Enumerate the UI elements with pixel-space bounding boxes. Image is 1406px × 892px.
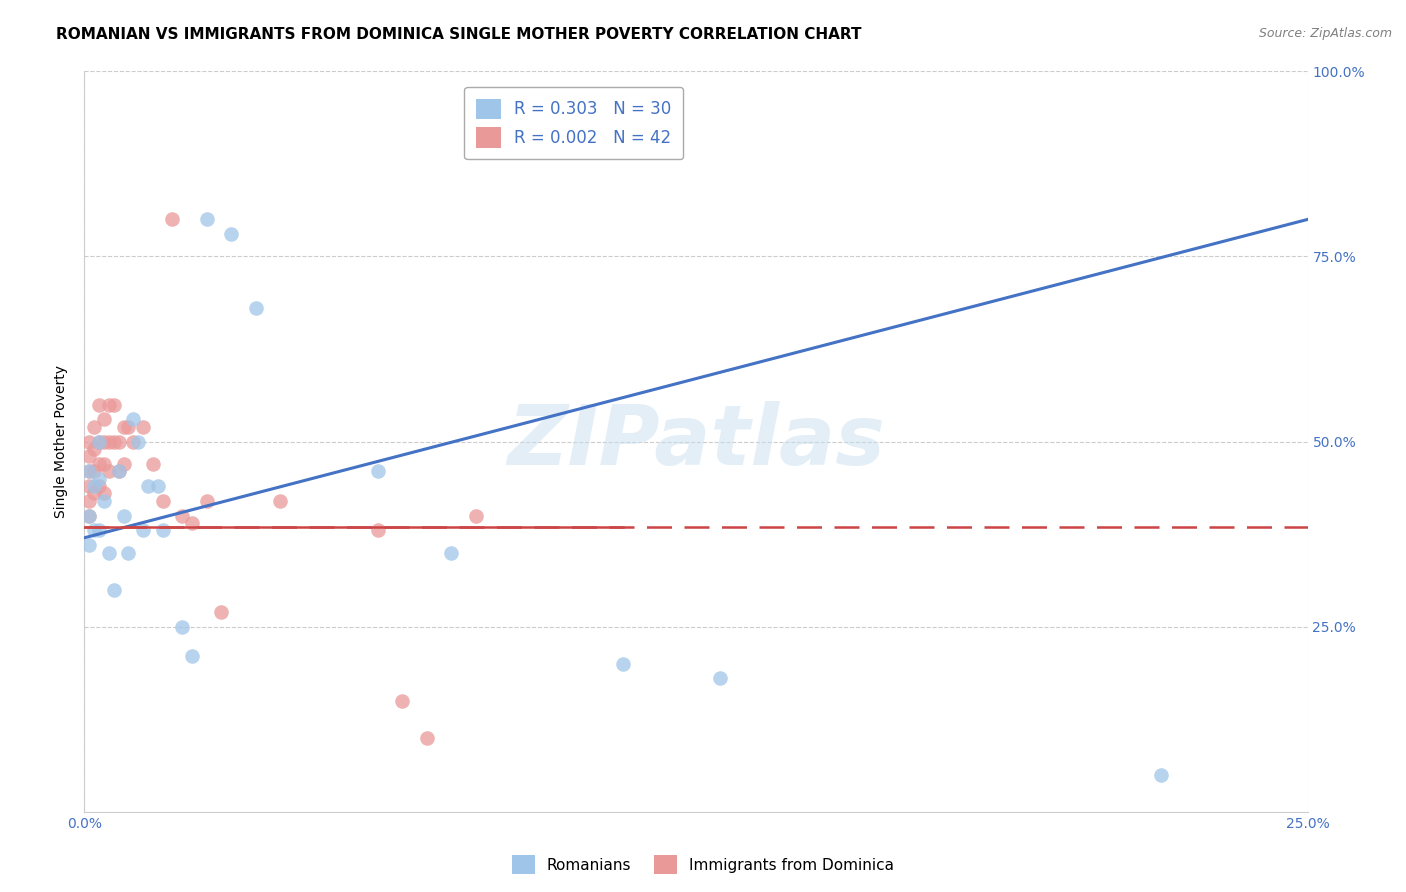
Y-axis label: Single Mother Poverty: Single Mother Poverty	[55, 365, 69, 518]
Point	[112, 508, 135, 523]
Point	[152, 493, 174, 508]
Point	[93, 493, 115, 508]
Point	[77, 538, 100, 552]
Point	[103, 434, 125, 449]
Point	[103, 582, 125, 597]
Point	[132, 524, 155, 538]
Point	[142, 457, 165, 471]
Point	[103, 398, 125, 412]
Point	[132, 419, 155, 434]
Point	[612, 657, 634, 671]
Point	[77, 464, 100, 478]
Point	[83, 419, 105, 434]
Point	[97, 464, 120, 478]
Point	[195, 212, 218, 227]
Point	[367, 464, 389, 478]
Point	[181, 516, 204, 530]
Point	[464, 508, 486, 523]
Point	[391, 694, 413, 708]
Point	[172, 508, 194, 523]
Point	[709, 672, 731, 686]
Point	[77, 508, 100, 523]
Point	[77, 434, 100, 449]
Point	[162, 212, 184, 227]
Point	[1150, 767, 1173, 781]
Point	[245, 301, 267, 316]
Point	[219, 227, 242, 242]
Point	[87, 398, 110, 412]
Point	[172, 619, 194, 633]
Point	[146, 479, 169, 493]
Point	[87, 524, 110, 538]
Point	[122, 412, 145, 426]
Text: ROMANIAN VS IMMIGRANTS FROM DOMINICA SINGLE MOTHER POVERTY CORRELATION CHART: ROMANIAN VS IMMIGRANTS FROM DOMINICA SIN…	[56, 27, 862, 42]
Point	[87, 471, 110, 485]
Point	[77, 464, 100, 478]
Point	[87, 479, 110, 493]
Point	[97, 434, 120, 449]
Point	[87, 434, 110, 449]
Text: ZIPatlas: ZIPatlas	[508, 401, 884, 482]
Point	[87, 434, 110, 449]
Point	[97, 398, 120, 412]
Legend: R = 0.303   N = 30, R = 0.002   N = 42: R = 0.303 N = 30, R = 0.002 N = 42	[464, 87, 683, 160]
Point	[112, 457, 135, 471]
Point	[181, 649, 204, 664]
Point	[107, 434, 129, 449]
Text: Source: ZipAtlas.com: Source: ZipAtlas.com	[1258, 27, 1392, 40]
Point	[107, 464, 129, 478]
Point	[136, 479, 159, 493]
Legend: Romanians, Immigrants from Dominica: Romanians, Immigrants from Dominica	[506, 849, 900, 880]
Point	[77, 493, 100, 508]
Point	[97, 546, 120, 560]
Point	[107, 464, 129, 478]
Point	[416, 731, 439, 745]
Point	[83, 479, 105, 493]
Point	[122, 434, 145, 449]
Point	[440, 546, 463, 560]
Point	[127, 434, 149, 449]
Point	[367, 524, 389, 538]
Point	[83, 524, 105, 538]
Point	[93, 457, 115, 471]
Point	[83, 442, 105, 456]
Point	[269, 493, 291, 508]
Point	[152, 524, 174, 538]
Point	[87, 457, 110, 471]
Point	[117, 419, 139, 434]
Point	[93, 486, 115, 500]
Point	[83, 464, 105, 478]
Point	[117, 546, 139, 560]
Point	[112, 419, 135, 434]
Point	[77, 508, 100, 523]
Point	[77, 479, 100, 493]
Point	[93, 434, 115, 449]
Point	[93, 412, 115, 426]
Point	[83, 486, 105, 500]
Point	[209, 605, 232, 619]
Point	[195, 493, 218, 508]
Point	[77, 450, 100, 464]
